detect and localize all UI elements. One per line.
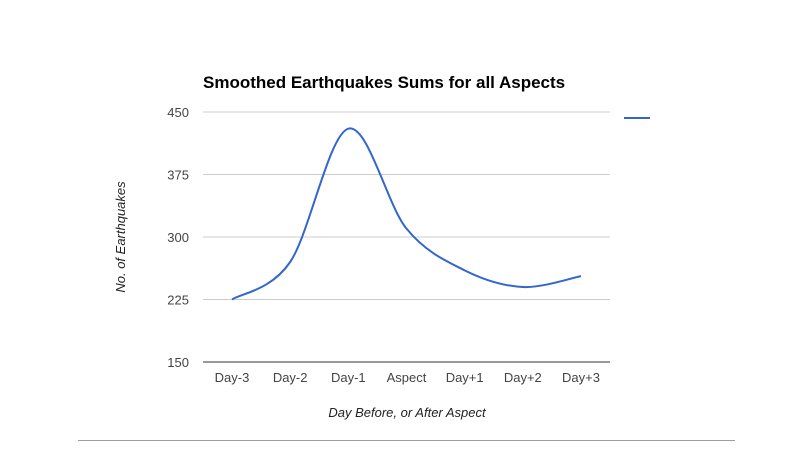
x-tick-label: Day+3 [562, 370, 600, 385]
y-tick-label: 150 [167, 355, 189, 370]
y-tick-label: 375 [167, 168, 189, 183]
x-axis-title: Day Before, or After Aspect [328, 405, 487, 420]
y-tick-label: 225 [167, 293, 189, 308]
x-tick-label: Day+2 [504, 370, 542, 385]
x-tick-labels: Day-3 Day-2 Day-1 Aspect Day+1 Day+2 Day+3 [215, 370, 600, 385]
gridlines [203, 111, 610, 363]
x-tick-label: Day-3 [215, 370, 250, 385]
x-tick-label: Day-2 [273, 370, 308, 385]
x-tick-label: Day-1 [331, 370, 366, 385]
y-tick-labels: 150 225 300 375 450 [167, 105, 189, 370]
x-tick-label: Aspect [387, 370, 427, 385]
y-axis-title: No. of Earthquakes [113, 181, 128, 293]
x-tick-label: Day+1 [446, 370, 484, 385]
chart-title: Smoothed Earthquakes Sums for all Aspect… [203, 73, 565, 92]
footer-divider [78, 440, 735, 441]
series-lines [231, 127, 582, 301]
y-tick-label: 450 [167, 105, 189, 120]
y-tick-label: 300 [167, 230, 189, 245]
series-line [231, 127, 582, 301]
